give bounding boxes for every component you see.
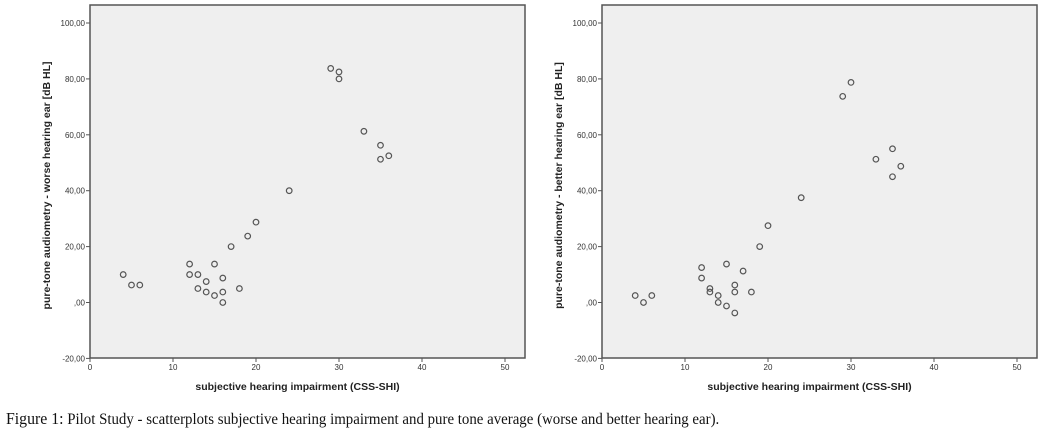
data-point	[889, 145, 896, 153]
scatterplot-worse-ear: -20,00 ,00 20,00 40,00 60,00 80,00 100,00 0 10 20…	[41, 4, 526, 393]
y-tick-label: ,00	[74, 299, 86, 308]
x-tick-label: 10	[681, 363, 690, 372]
y-tick-label: 20,00	[65, 243, 86, 252]
data-point	[219, 274, 227, 282]
data-point	[186, 260, 194, 268]
data-point	[648, 292, 656, 299]
data-point	[698, 274, 706, 282]
data-point	[631, 292, 639, 299]
y-tick-label: 40,00	[577, 187, 598, 196]
y-axis-title: pure-tone audiometry - better hearing ea…	[553, 62, 565, 309]
data-point	[377, 155, 384, 163]
figure-caption: Figure 1: Pilot Study - scatterplots sub…	[6, 409, 719, 429]
y-tick-label: 100,00	[573, 19, 598, 28]
data-point	[252, 218, 260, 226]
data-point	[706, 288, 714, 296]
x-tick-label: 40	[418, 363, 427, 372]
x-tick-label: 40	[930, 363, 939, 372]
data-point	[136, 281, 144, 289]
data-point	[714, 299, 722, 306]
data-point	[706, 285, 714, 292]
data-point	[764, 222, 772, 230]
data-point	[756, 243, 764, 251]
data-point	[211, 260, 218, 268]
x-tick-label: 10	[169, 363, 178, 372]
data-point	[211, 292, 218, 299]
y-axis-title: pure-tone audiometry - worse hearing ear…	[41, 62, 53, 310]
x-tick-label: 30	[335, 363, 344, 372]
data-point	[839, 92, 847, 100]
x-tick-label: 50	[501, 363, 510, 372]
data-point	[723, 260, 730, 268]
plot-area	[601, 4, 1038, 359]
data-point	[739, 267, 747, 275]
x-tick-label: 20	[764, 363, 773, 372]
data-point	[714, 292, 722, 299]
y-tick-label: 80,00	[577, 75, 598, 84]
x-tick-label: 50	[1013, 363, 1022, 372]
data-point	[889, 173, 896, 181]
data-point	[731, 309, 739, 317]
x-tick-label: 0	[88, 363, 93, 372]
y-tick-label: 40,00	[65, 187, 86, 196]
data-point	[335, 68, 343, 76]
y-tick-label: 80,00	[65, 75, 86, 84]
data-point	[194, 285, 202, 292]
x-tick-label: 30	[847, 363, 856, 372]
y-tick-label: ,00	[586, 299, 598, 308]
data-point	[285, 187, 293, 195]
x-tick-label: 0	[600, 363, 605, 372]
x-axis-title: subjective hearing impairment (CSS-SHI)	[195, 381, 399, 393]
data-point	[731, 281, 739, 289]
y-tick-label: 20,00	[577, 243, 598, 252]
plot-area	[89, 4, 526, 359]
data-point	[698, 264, 706, 271]
data-point	[219, 299, 227, 306]
x-axis-title: subjective hearing impairment (CSS-SHI)	[707, 381, 911, 393]
y-tick-label: -20,00	[62, 354, 85, 363]
data-point	[186, 271, 194, 278]
data-point	[847, 78, 855, 86]
data-point	[640, 299, 647, 306]
data-point	[360, 127, 368, 135]
data-point	[327, 65, 335, 72]
data-point	[385, 152, 393, 160]
data-point	[227, 243, 235, 251]
data-point	[897, 162, 905, 170]
data-point	[119, 271, 127, 278]
data-point	[377, 141, 384, 149]
y-tick-label: -20,00	[574, 354, 597, 363]
data-point	[747, 288, 755, 296]
data-point	[335, 75, 343, 83]
data-point	[731, 288, 739, 296]
y-tick-label: 100,00	[61, 19, 86, 28]
caption-label: Figure 1:	[6, 409, 64, 428]
data-point	[194, 271, 202, 278]
data-point	[128, 281, 135, 289]
x-tick-label: 20	[252, 363, 261, 372]
y-tick-label: 60,00	[65, 131, 86, 140]
data-point	[202, 278, 210, 285]
data-point	[723, 302, 730, 310]
data-point	[219, 288, 227, 296]
data-point	[202, 288, 210, 296]
data-point	[797, 194, 805, 202]
data-point	[872, 155, 880, 163]
caption-text: Pilot Study - scatterplots subjective he…	[63, 411, 720, 428]
scatterplot-better-ear: -20,00 ,00 20,00 40,00 60,00 80,00 100,00 0 10 20…	[553, 4, 1038, 393]
y-tick-label: 60,00	[577, 131, 598, 140]
data-point	[244, 232, 252, 240]
data-point	[235, 285, 243, 292]
